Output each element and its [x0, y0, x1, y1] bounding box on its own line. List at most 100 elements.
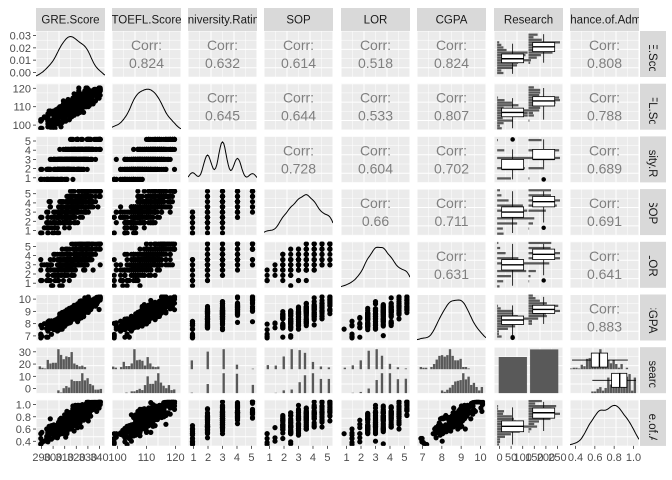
point [319, 309, 325, 315]
hist-bar [528, 86, 534, 89]
point [57, 311, 63, 317]
point [295, 316, 302, 322]
point [161, 156, 167, 162]
panel-4-5: Corr:0.631 [417, 241, 486, 288]
corr-value: 0.644 [281, 108, 316, 124]
point [69, 267, 75, 273]
point [280, 267, 286, 273]
hist-bar [528, 269, 536, 273]
point [234, 251, 241, 257]
corr-value: 0.689 [587, 160, 622, 176]
point [152, 272, 158, 278]
point [234, 267, 241, 273]
panel-1-0 [36, 83, 105, 130]
point [45, 176, 51, 182]
hist-bar [528, 119, 530, 122]
row-strip-cgpa: CGPA [640, 294, 666, 341]
point [280, 272, 286, 278]
point [90, 204, 96, 210]
point [159, 262, 165, 268]
point [219, 199, 226, 205]
point [81, 209, 87, 215]
point [112, 331, 117, 337]
point [219, 251, 226, 257]
point [118, 204, 124, 210]
panel-2-3: Corr:0.728 [264, 136, 333, 183]
point [357, 315, 363, 321]
point [54, 257, 61, 263]
corr-value: 0.518 [358, 55, 393, 71]
point [118, 272, 124, 278]
point [113, 324, 119, 330]
point [219, 308, 226, 314]
point [60, 118, 66, 124]
point [141, 257, 147, 263]
point [204, 323, 211, 329]
point [311, 267, 317, 273]
point [204, 241, 211, 247]
point [76, 199, 82, 205]
point [82, 267, 88, 273]
corr-label: Corr: [283, 142, 314, 158]
point [189, 326, 196, 332]
point [54, 166, 61, 172]
col-strip-label: LOR [364, 15, 388, 27]
point [58, 124, 64, 130]
point [77, 204, 83, 210]
point [75, 91, 81, 97]
point [219, 325, 226, 331]
point [219, 189, 226, 194]
panel-0-7: Corr:0.808 [570, 31, 639, 77]
point [118, 267, 124, 273]
point [148, 193, 154, 199]
point [39, 230, 45, 236]
point [39, 125, 45, 130]
point [295, 251, 302, 257]
point [189, 267, 196, 273]
point [77, 156, 83, 162]
panel-4-1 [112, 241, 181, 288]
point [46, 166, 52, 172]
point [137, 204, 143, 210]
point [70, 189, 76, 194]
point [161, 251, 167, 257]
point [159, 209, 165, 215]
point [57, 146, 63, 152]
point [234, 193, 241, 199]
point [95, 136, 101, 142]
point [143, 246, 150, 252]
point [45, 214, 51, 220]
point [92, 156, 99, 162]
point [264, 267, 270, 273]
point [122, 272, 128, 278]
point [81, 95, 87, 101]
corr-label: Corr: [360, 90, 391, 106]
point [272, 325, 278, 331]
point [88, 257, 94, 263]
point [189, 262, 196, 268]
point [72, 312, 78, 318]
point [141, 199, 147, 205]
point [64, 272, 70, 278]
point [54, 272, 61, 278]
point [234, 257, 241, 263]
hist-bar [497, 246, 501, 250]
point [85, 251, 91, 257]
point [84, 241, 90, 247]
hist-bar [528, 56, 537, 59]
point [249, 246, 256, 252]
point [128, 225, 134, 231]
col-strip-chance-of-admit: Chance.of.Admit [570, 8, 639, 31]
point [272, 320, 278, 326]
corr-label: Corr: [589, 90, 620, 106]
point [45, 209, 51, 215]
point [79, 214, 85, 220]
point [38, 267, 44, 273]
hist-bar [497, 122, 504, 125]
point [39, 277, 45, 284]
point [89, 156, 95, 162]
point [280, 334, 286, 340]
point [83, 88, 89, 94]
point [161, 303, 167, 310]
point [148, 241, 154, 247]
